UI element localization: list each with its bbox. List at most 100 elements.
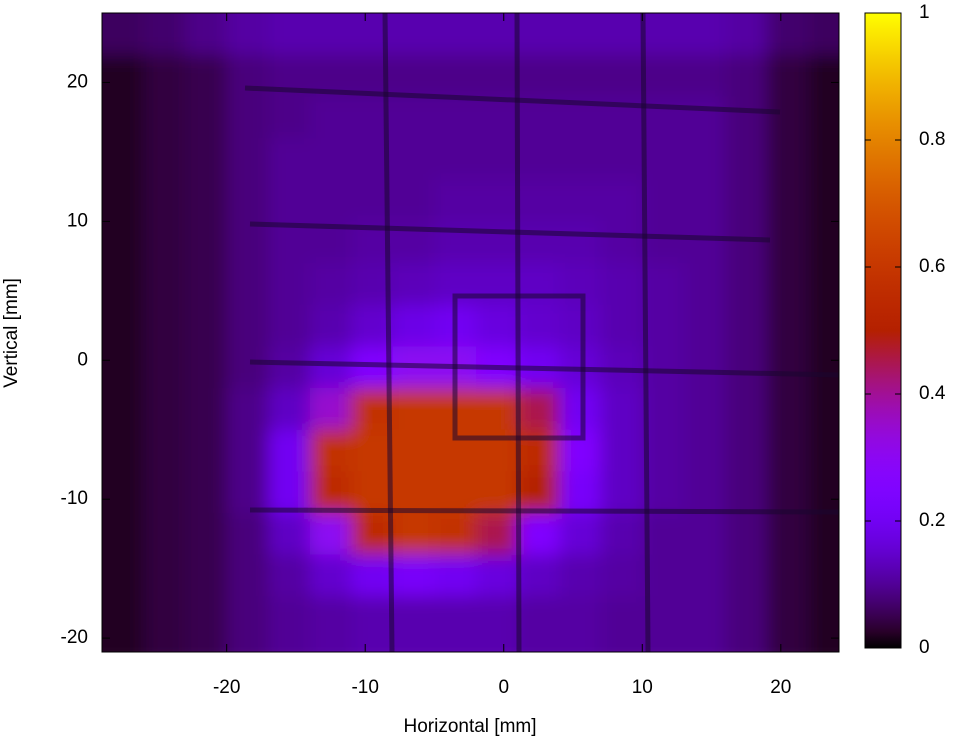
heatmap-cell — [102, 221, 145, 264]
x-axis-label: Horizontal [mm] — [403, 716, 536, 737]
heatmap-cell — [185, 304, 228, 347]
heatmap-cell — [226, 96, 269, 139]
heatmap-cell — [309, 263, 352, 306]
heatmap-cell — [143, 179, 186, 222]
heatmap-cell — [476, 554, 519, 597]
heatmap-cell — [309, 471, 352, 514]
heatmap-cell — [808, 471, 839, 514]
heatmap-cell — [517, 263, 560, 306]
heatmap-cell — [226, 13, 269, 56]
heatmap-cell — [766, 304, 810, 347]
heatmap-cell — [808, 596, 839, 652]
heatmap-cell — [642, 221, 685, 264]
heatmap-cell — [226, 471, 269, 514]
heatmap-cell — [185, 513, 228, 556]
heatmap-cell — [185, 263, 228, 306]
heatmap-cell — [725, 429, 768, 472]
y-tick-label: 20 — [67, 71, 88, 92]
heatmap-cell — [725, 221, 768, 264]
heatmap-cell — [268, 346, 311, 389]
heatmap-cell — [600, 179, 643, 222]
heatmap-cell — [725, 471, 768, 514]
heatmap-cell — [725, 138, 768, 181]
heatmap-cell — [226, 304, 269, 347]
heatmap-cell — [683, 263, 726, 306]
heatmap-cell — [434, 471, 477, 514]
heatmap-cell — [725, 304, 768, 347]
heatmap-cell — [309, 596, 352, 652]
heatmap-cell — [517, 596, 560, 652]
plot-frame — [101, 12, 840, 653]
heatmap-cell — [517, 388, 560, 431]
heatmap-cell — [268, 304, 311, 347]
colorbar-tick-label: 0.6 — [919, 256, 945, 277]
heatmap-cell — [434, 596, 477, 652]
heatmap-cell — [683, 554, 726, 597]
y-tick-label: 0 — [77, 349, 88, 370]
heatmap-cell — [517, 471, 560, 514]
heatmap-cell — [226, 388, 269, 431]
heatmap-cell — [725, 54, 768, 97]
heatmap-cell — [226, 429, 269, 472]
heatmap-cell — [185, 429, 228, 472]
heatmap-cell — [642, 304, 685, 347]
heatmap-cell — [392, 429, 435, 472]
heatmap-cell — [517, 13, 560, 56]
heatmap-cell — [226, 596, 269, 652]
heatmap-cell — [392, 304, 435, 347]
heatmap-cell — [392, 13, 435, 56]
colorbar-tick-label: 1 — [919, 2, 930, 23]
heatmap-cell — [309, 96, 352, 139]
x-tick-label: 10 — [632, 677, 653, 698]
heatmap-cell — [268, 96, 311, 139]
heatmap-cell — [351, 596, 394, 652]
heatmap-cell — [102, 388, 145, 431]
heatmap-cell — [559, 554, 602, 597]
heatmap-cell — [808, 263, 839, 306]
heatmap-cell — [309, 13, 352, 56]
heatmap-cell — [683, 54, 726, 97]
heatmap-cell — [185, 346, 228, 389]
heatmap-cell — [185, 54, 228, 97]
heatmap-cell — [559, 179, 602, 222]
heatmap-cell — [600, 554, 643, 597]
heatmap-cell — [600, 429, 643, 472]
heatmap-cell — [185, 221, 228, 264]
heatmap-cell — [268, 221, 311, 264]
heatmap-cell — [766, 138, 810, 181]
heatmap-cell — [351, 513, 394, 556]
heatmap-cell — [143, 263, 186, 306]
heatmap-cell — [642, 179, 685, 222]
heatmap-cell — [185, 179, 228, 222]
x-tick-label: -10 — [351, 677, 378, 698]
heatmap-cell — [559, 388, 602, 431]
heatmap-cell — [226, 179, 269, 222]
heatmap-cell — [268, 388, 311, 431]
heatmap-cell — [559, 138, 602, 181]
heatmap-cell — [351, 471, 394, 514]
heatmap-cell — [185, 138, 228, 181]
heatmap-cell — [725, 513, 768, 556]
heatmap-cell — [143, 513, 186, 556]
heatmap-cell — [434, 513, 477, 556]
heatmap-cell — [642, 263, 685, 306]
heatmap-cell — [559, 54, 602, 97]
heatmap-cell — [102, 96, 145, 139]
heatmap-cell — [309, 388, 352, 431]
y-tick-label: 10 — [67, 210, 88, 231]
heatmap-cell — [268, 138, 311, 181]
heatmap-cell — [808, 221, 839, 264]
heatmap-cell — [102, 13, 145, 56]
heatmap-cell — [143, 388, 186, 431]
plot-area — [102, 13, 839, 652]
heatmap-cell — [351, 554, 394, 597]
heatmap-cell — [309, 304, 352, 347]
heatmap-cell — [309, 346, 352, 389]
x-tick-label: -20 — [213, 677, 240, 698]
heatmap-cell — [102, 513, 145, 556]
heatmap-cell — [185, 554, 228, 597]
heatmap-cell — [600, 13, 643, 56]
heatmap-cell — [642, 96, 685, 139]
heatmap-cell — [600, 138, 643, 181]
